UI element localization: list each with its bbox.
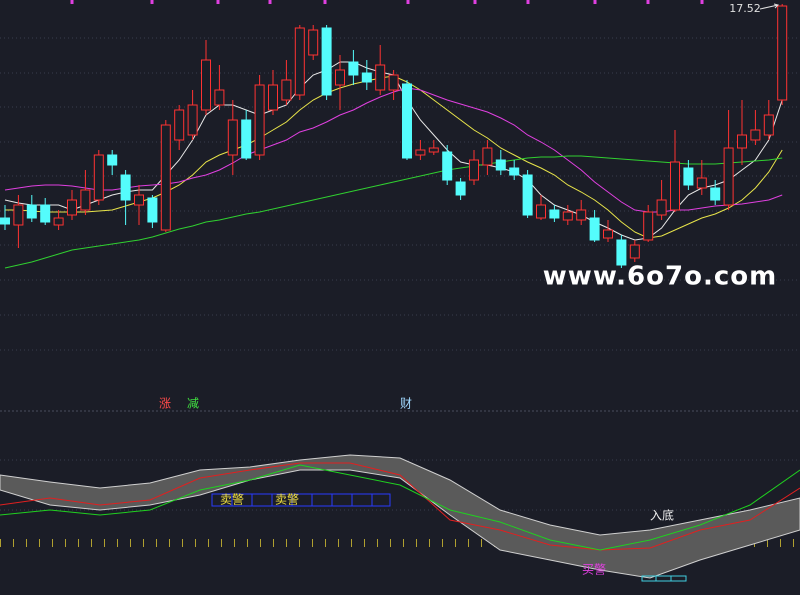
- signal-box-dividers: [231, 494, 373, 506]
- candle-body: [268, 84, 278, 111]
- candle-body: [656, 199, 667, 216]
- watermark: www.6o7o.com: [543, 262, 777, 292]
- value-label-arrow: [759, 3, 779, 10]
- candle-body: [375, 64, 386, 91]
- candle-body: [777, 5, 788, 101]
- candle-body: [428, 147, 439, 153]
- candle-body: [495, 159, 506, 171]
- candle-body: [120, 174, 131, 201]
- candle-body: [227, 119, 238, 156]
- candle-body: [107, 154, 118, 166]
- candle-body: [576, 209, 587, 221]
- candle-body: [388, 74, 399, 91]
- candle-body: [402, 83, 412, 159]
- candle-body: [254, 84, 265, 156]
- band: [0, 454, 800, 579]
- candle-body: [134, 194, 144, 206]
- candle-body: [415, 149, 426, 156]
- candle-body: [147, 197, 158, 223]
- candle-body: [201, 59, 211, 111]
- candle-body: [160, 124, 171, 231]
- candle-body: [80, 189, 91, 211]
- candle-body: [308, 29, 319, 56]
- candle-body: [643, 211, 654, 241]
- candle-body: [361, 72, 372, 83]
- candle-body: [241, 119, 252, 159]
- candle-body: [214, 89, 225, 106]
- annotation: 入底: [650, 508, 674, 523]
- annotation: 卖警: [220, 492, 244, 507]
- candle-body: [737, 134, 747, 149]
- candle-body: [442, 151, 453, 181]
- candle-body: [616, 239, 627, 266]
- plot: [0, 4, 800, 579]
- candle-body: [750, 129, 761, 141]
- candle-body: [348, 61, 359, 76]
- signal-boxes: [641, 575, 687, 582]
- candle-body: [281, 79, 292, 101]
- candle-body: [710, 187, 721, 201]
- candle-body: [562, 211, 573, 221]
- annotation: 减: [187, 397, 199, 411]
- candle-body: [455, 181, 466, 196]
- candle-body: [26, 204, 37, 219]
- candle-body: [53, 217, 64, 226]
- candle-body: [522, 174, 533, 216]
- indicator-line: [0, 462, 800, 551]
- top-ticks: [70, 0, 704, 4]
- candle-body: [40, 204, 51, 223]
- candle-body: [187, 104, 198, 136]
- annotation: 涨: [159, 396, 171, 411]
- candle-body: [321, 27, 332, 96]
- candle-body: [294, 27, 305, 96]
- indicator-line: [0, 464, 800, 551]
- candle-body: [335, 69, 345, 86]
- candle-body: [589, 217, 600, 241]
- candle-body: [549, 209, 560, 219]
- signal-boxes: [211, 493, 391, 507]
- candle-body: [696, 177, 707, 189]
- signal-box-dividers: [655, 576, 672, 581]
- candle-body: [536, 204, 546, 219]
- candle-body: [469, 159, 479, 181]
- candle-body: [174, 109, 185, 141]
- candle-body: [93, 154, 104, 201]
- annotation: 买警: [582, 562, 606, 577]
- candle-body: [603, 229, 613, 239]
- value-label: 17.52: [729, 2, 761, 15]
- ma-line: [4, 155, 783, 269]
- candle-body: [723, 147, 734, 206]
- candle-body: [67, 199, 77, 216]
- candle-body: [482, 147, 493, 166]
- candle-body: [629, 244, 640, 259]
- candle-body: [0, 217, 10, 225]
- candle-body: [670, 161, 680, 211]
- candle-body: [509, 167, 520, 176]
- candle-body: [683, 167, 694, 186]
- candle-body: [763, 114, 774, 136]
- candle-body: [13, 204, 24, 226]
- annotation: 财: [400, 397, 412, 411]
- annotation: 卖警: [275, 492, 299, 507]
